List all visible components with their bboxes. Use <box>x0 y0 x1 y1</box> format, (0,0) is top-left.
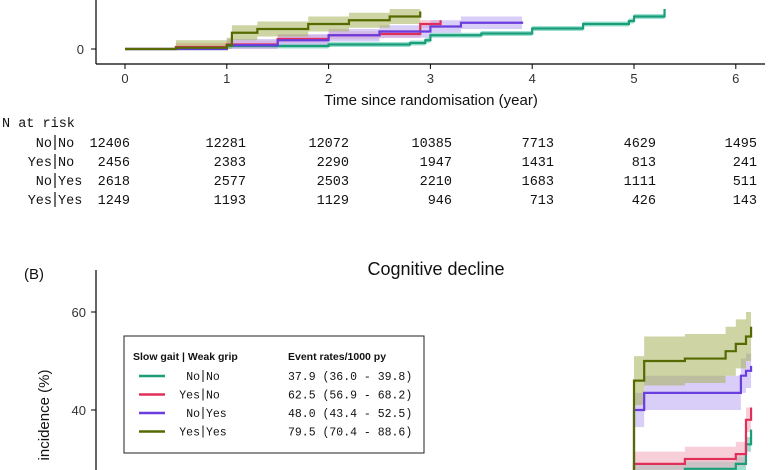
risk-cell: 1683 <box>522 175 554 190</box>
panel-b-y-tick-label: 60 <box>72 305 86 320</box>
legend-label-left: No <box>186 371 200 384</box>
panel-b-band-1 <box>634 395 752 470</box>
panel-a-series-line-0 <box>125 9 666 51</box>
risk-row-label-left: No <box>36 137 52 152</box>
risk-cell: 426 <box>632 194 656 209</box>
panel-b-legend: Slow gait | Weak grip Event rates/1000 p… <box>123 335 425 454</box>
legend-title-left: Slow gait | Weak grip <box>133 351 238 363</box>
panel-a-band-3 <box>125 4 421 49</box>
panel-a-x-tick-label: 6 <box>732 71 739 86</box>
risk-cell: 12072 <box>308 137 349 152</box>
risk-row-label-right: Yes <box>58 175 82 190</box>
risk-table-row: Yes Yes 1249 1193 1129 946 713 426 143 <box>28 192 757 209</box>
risk-cell: 1111 <box>624 175 656 190</box>
legend-label-left: Yes <box>179 390 200 403</box>
risk-cell: 1193 <box>214 194 246 209</box>
legend-rate: 37.9 (36.0 - 39.8) <box>288 371 412 384</box>
panel-a-x-tick-label: 1 <box>223 71 230 86</box>
panel-b-y-tick-label: 40 <box>72 403 86 418</box>
panel-a-x-tick-label: 4 <box>529 71 536 86</box>
legend-rate: 62.5 (56.9 - 68.2) <box>288 390 412 403</box>
risk-row-label-left: Yes <box>28 194 52 209</box>
panel-a-x-tick-label: 0 <box>121 71 128 86</box>
panel-b-series-line-3 <box>632 326 753 470</box>
risk-cell: 2210 <box>420 175 452 190</box>
risk-cell: 2290 <box>317 156 349 171</box>
risk-cell: 813 <box>632 156 656 171</box>
risk-cell: 2503 <box>317 175 349 190</box>
panel-a-x-tick-label: 5 <box>630 71 637 86</box>
panel-a-x-ticks: 0 1 2 3 4 5 6 <box>121 64 739 86</box>
panel-a-series-lines <box>125 9 666 51</box>
legend-label-right: No <box>206 371 220 384</box>
risk-cell: 946 <box>428 194 452 209</box>
risk-cell: 2577 <box>214 175 246 190</box>
risk-cell: 1129 <box>317 194 349 209</box>
panel-a-x-tick-label: 2 <box>325 71 332 86</box>
legend-label-right: Yes <box>206 408 227 421</box>
legend-row: Yes Yes 79.5 (70.4 - 88.6) <box>139 425 412 440</box>
panel-b-tag: (B) <box>24 266 44 283</box>
legend-rate: 79.5 (70.4 - 88.6) <box>288 427 412 440</box>
risk-cell: 7713 <box>522 137 554 152</box>
legend-label-right: No <box>206 390 220 403</box>
panel-b-series-line-0 <box>683 429 753 470</box>
panel-a-y-tick-label: 0 <box>77 42 84 57</box>
risk-cell: 2383 <box>214 156 246 171</box>
risk-cell: 143 <box>733 194 757 209</box>
risk-cell: 1249 <box>98 194 130 209</box>
panel-b-y-ticks: 40 60 <box>72 305 96 418</box>
risk-cell: 12281 <box>205 137 246 152</box>
risk-row-label-right: Yes <box>58 194 82 209</box>
risk-row-label-left: Yes <box>28 156 52 171</box>
risk-cell: 511 <box>733 175 757 190</box>
legend-label-right: Yes <box>206 427 227 440</box>
risk-cell: 1431 <box>522 156 554 171</box>
risk-table-row: Yes No 2456 2383 2290 1947 1431 813 241 <box>28 154 757 171</box>
risk-cell: 2456 <box>98 156 130 171</box>
risk-table-row: No Yes 2618 2577 2503 2210 1683 1111 511 <box>36 173 757 190</box>
risk-cell: 1947 <box>420 156 452 171</box>
risk-cell: 2618 <box>98 175 130 190</box>
risk-table: N at risk No No 12406 12281 12072 10385 7713 46… <box>2 117 757 209</box>
risk-cell: 12406 <box>89 137 130 152</box>
risk-cell: 4629 <box>624 137 656 152</box>
risk-row-label-left: No <box>36 175 52 190</box>
legend-rate: 48.0 (43.4 - 52.5) <box>288 408 412 421</box>
risk-cell: 713 <box>530 194 554 209</box>
legend-row: No Yes 48.0 (43.4 - 52.5) <box>139 407 412 421</box>
panel-a-x-axis-label: Time since randomisation (year) <box>324 92 538 109</box>
risk-cell: 241 <box>733 156 757 171</box>
panel-b-title: Cognitive decline <box>367 259 504 279</box>
risk-table-title: N at risk <box>2 117 75 132</box>
legend-rows: No No 37.9 (36.0 - 39.8) Yes No 62.5 (56.9 - … <box>139 370 412 440</box>
panel-a-band-2 <box>125 15 523 49</box>
risk-table-row: No No 12406 12281 12072 10385 7713 4629 1495 <box>36 135 757 152</box>
legend-label-left: No <box>186 408 200 421</box>
risk-row-label-right: No <box>58 156 74 171</box>
legend-row: No No 37.9 (36.0 - 39.8) <box>139 370 412 384</box>
legend-box <box>123 335 425 454</box>
panel-a-series-line-3 <box>125 11 422 51</box>
legend-title-right: Event rates/1000 py <box>288 351 386 363</box>
panel-a-series-line-2 <box>125 21 524 51</box>
panel-b-band-3 <box>634 302 752 470</box>
panel-a: 0 0 1 2 3 4 5 6 Time since randomisation (year… <box>77 0 765 109</box>
panel-b-y-axis-label: incidence (%) <box>36 370 53 461</box>
risk-cell: 1495 <box>725 137 757 152</box>
panel-a-x-tick-label: 3 <box>427 71 434 86</box>
legend-label-left: Yes <box>179 427 200 440</box>
risk-cell: 10385 <box>411 137 452 152</box>
panel-b-confidence-bands <box>634 302 752 470</box>
legend-row: Yes No 62.5 (56.9 - 68.2) <box>139 388 412 403</box>
panel-b: (B) Cognitive decline incidence (%) 40 60… <box>24 259 753 470</box>
risk-row-label-right: No <box>58 137 74 152</box>
